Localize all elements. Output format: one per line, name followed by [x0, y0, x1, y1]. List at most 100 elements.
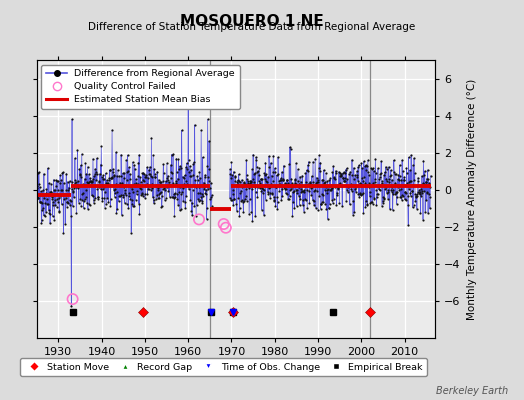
- Point: [90, 200, 98, 206]
- Point: [42, 186, 51, 193]
- Point: [400, 177, 408, 184]
- Point: [312, 174, 321, 181]
- Point: [143, 164, 151, 170]
- Point: [35, 169, 43, 175]
- Point: [89, 193, 97, 199]
- Point: [201, 174, 209, 180]
- Point: [366, 189, 374, 195]
- Point: [199, 154, 207, 160]
- Point: [347, 187, 356, 194]
- Point: [338, 203, 346, 210]
- Point: [131, 182, 139, 189]
- Point: [386, 206, 394, 212]
- Point: [123, 152, 132, 158]
- Point: [108, 174, 117, 181]
- Point: [357, 180, 365, 187]
- Point: [335, 199, 344, 206]
- Point: [146, 182, 155, 188]
- Point: [62, 170, 70, 177]
- Point: [63, 178, 72, 185]
- Point: [97, 143, 105, 150]
- Point: [226, 166, 234, 172]
- Point: [290, 180, 299, 186]
- Point: [270, 197, 278, 203]
- Point: [402, 170, 411, 176]
- Point: [174, 166, 183, 172]
- Point: [198, 198, 206, 204]
- Point: [399, 193, 407, 200]
- Point: [110, 173, 118, 180]
- Point: [342, 198, 351, 204]
- Point: [295, 180, 303, 187]
- Point: [227, 197, 235, 204]
- Point: [347, 186, 355, 193]
- Point: [164, 188, 172, 195]
- Point: [304, 168, 312, 174]
- Point: [247, 209, 256, 215]
- Point: [60, 180, 68, 186]
- Point: [355, 194, 363, 200]
- Point: [341, 178, 350, 184]
- Point: [278, 193, 287, 200]
- Point: [408, 188, 417, 194]
- Point: [350, 176, 358, 182]
- Point: [422, 178, 430, 185]
- Point: [157, 203, 166, 210]
- Point: [56, 193, 64, 199]
- Point: [104, 199, 113, 205]
- Point: [266, 194, 274, 201]
- Point: [38, 206, 47, 213]
- Point: [335, 168, 343, 175]
- Point: [169, 151, 177, 157]
- Point: [110, 172, 118, 178]
- Point: [195, 169, 203, 175]
- Point: [307, 185, 315, 191]
- Point: [305, 199, 313, 206]
- Point: [324, 205, 333, 211]
- Point: [82, 194, 90, 200]
- Point: [202, 191, 210, 197]
- Point: [260, 170, 268, 176]
- Point: [310, 188, 319, 194]
- Point: [193, 173, 201, 179]
- Point: [63, 199, 72, 205]
- Point: [177, 164, 185, 171]
- Point: [277, 177, 285, 183]
- Point: [333, 190, 341, 196]
- Point: [421, 179, 430, 185]
- Point: [125, 164, 133, 170]
- Point: [185, 168, 193, 175]
- Point: [261, 196, 270, 203]
- Point: [415, 190, 423, 196]
- Point: [63, 204, 71, 210]
- Point: [236, 189, 245, 196]
- Point: [237, 198, 245, 204]
- Point: [104, 180, 112, 187]
- Point: [57, 186, 66, 193]
- Point: [250, 184, 259, 190]
- Point: [165, 182, 173, 189]
- Point: [108, 166, 117, 172]
- Point: [322, 190, 331, 196]
- Point: [424, 176, 433, 183]
- Point: [102, 200, 111, 207]
- Point: [130, 166, 139, 172]
- Point: [353, 172, 362, 179]
- Point: [365, 193, 374, 199]
- Point: [46, 220, 54, 226]
- Point: [53, 187, 62, 193]
- Point: [363, 162, 371, 169]
- Point: [300, 208, 308, 215]
- Point: [54, 194, 63, 201]
- Point: [286, 144, 294, 150]
- Point: [59, 169, 67, 176]
- Point: [343, 186, 351, 193]
- Point: [225, 194, 234, 201]
- Point: [247, 186, 256, 192]
- Point: [84, 180, 92, 186]
- Point: [294, 178, 302, 184]
- Point: [309, 179, 318, 185]
- Point: [417, 185, 425, 192]
- Point: [205, 166, 214, 173]
- Point: [414, 174, 422, 181]
